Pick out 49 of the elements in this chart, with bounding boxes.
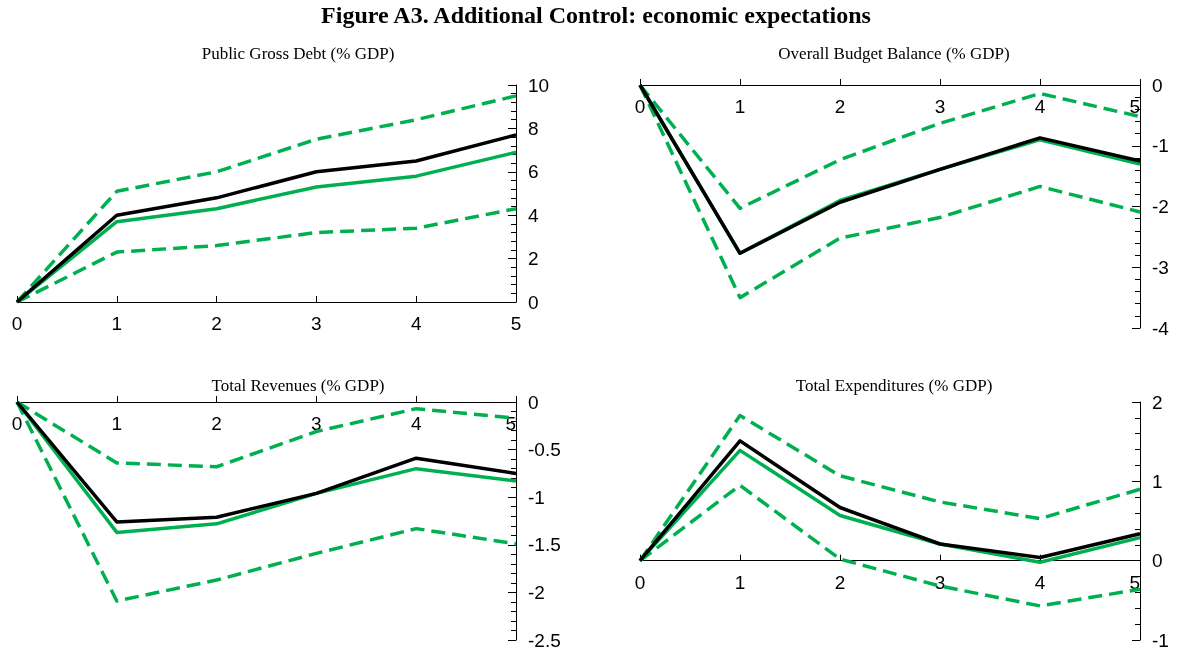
y-tick-label: -1 [528, 486, 545, 508]
chart-title: Total Revenues (% GDP) [211, 376, 385, 395]
y-tick-label: -4 [1152, 317, 1170, 339]
y-tick-label: 0 [1152, 74, 1163, 96]
y-tick-label: 2 [1152, 391, 1163, 413]
chart-title: Overall Budget Balance (% GDP) [778, 44, 1010, 63]
x-tick-label: 3 [934, 96, 946, 117]
y-tick-label: 6 [528, 161, 539, 183]
y-tick-label: -0.5 [528, 439, 561, 461]
x-tick-label: 0 [634, 96, 646, 117]
x-tick-label: 0 [11, 413, 23, 434]
x-tick-label: 4 [1034, 571, 1046, 593]
x-tick-label: 2 [834, 96, 846, 117]
y-tick-label: -1 [1152, 135, 1169, 157]
x-tick-label: 2 [211, 313, 222, 334]
x-tick-label: 1 [111, 313, 123, 334]
y-tick-label: -2.5 [528, 629, 561, 651]
y-tick-label: -1.5 [528, 534, 561, 556]
x-tick-label: 0 [634, 571, 646, 593]
y-tick-label: -2 [528, 581, 545, 603]
x-tick-label: 2 [834, 571, 846, 593]
x-tick-label: 4 [410, 313, 422, 334]
x-tick-label: 5 [505, 413, 516, 434]
y-tick-label: 0 [528, 291, 539, 313]
x-tick-label: 5 [510, 313, 522, 334]
x-tick-label: 1 [111, 413, 123, 434]
y-tick-label: 0 [528, 391, 539, 413]
caption: Figure A3. Additional Control: economic expectations [320, 2, 872, 29]
y-tick-label: -2 [1152, 196, 1169, 217]
y-tick-label: 2 [528, 248, 539, 270]
chart-title: Public Gross Debt (% GDP) [201, 44, 395, 63]
x-tick-label: 4 [410, 413, 422, 434]
x-tick-label: 0 [11, 313, 23, 334]
x-tick-label: 3 [934, 571, 946, 593]
x-tick-label: 3 [311, 313, 322, 334]
y-tick-label: 4 [528, 204, 539, 226]
y-tick-label: -1 [1152, 629, 1169, 651]
y-tick-label: 10 [528, 74, 550, 96]
x-tick-label: 2 [211, 413, 222, 434]
x-tick-label: 1 [734, 96, 746, 117]
x-tick-label: 1 [734, 571, 746, 593]
y-tick-label: -3 [1152, 256, 1169, 278]
y-tick-label: 1 [1152, 470, 1163, 492]
y-tick-label: 8 [528, 117, 539, 139]
y-tick-label: 0 [1152, 550, 1163, 572]
chart-title: Total Expenditures (% GDP) [795, 376, 993, 395]
x-tick-label: 5 [1129, 96, 1140, 117]
x-tick-label: 3 [311, 413, 322, 434]
x-tick-label: 4 [1034, 96, 1046, 117]
